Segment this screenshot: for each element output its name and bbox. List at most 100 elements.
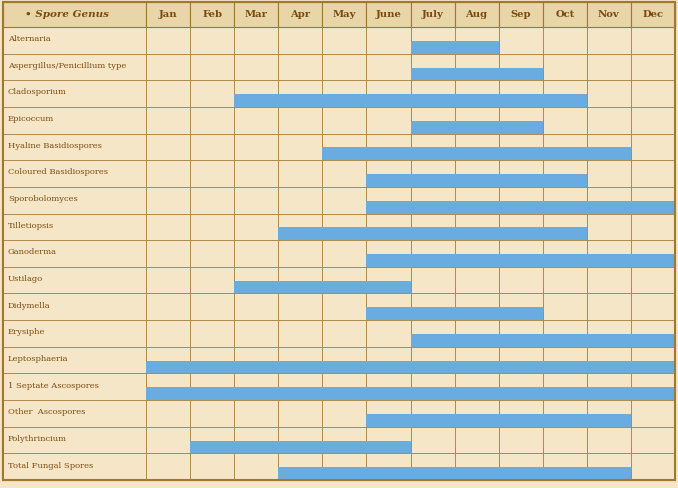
Bar [3,427,146,453]
Bar [410,374,454,400]
Bar [543,321,587,347]
Bar [498,122,543,134]
Bar [234,427,278,453]
Bar [234,108,278,134]
Bar [543,28,587,55]
Bar [410,148,454,161]
Bar [278,28,322,55]
Bar [234,294,278,321]
Bar [3,267,146,294]
Bar [146,161,190,187]
Bar [631,81,675,108]
Bar [278,161,322,187]
Bar [190,81,234,108]
Bar [454,202,498,214]
Bar [631,334,675,347]
Bar [234,95,278,108]
Bar [190,427,234,453]
Bar [410,347,454,374]
Bar [410,414,454,427]
Bar [322,267,366,294]
Bar [146,3,190,28]
Bar [543,175,587,187]
Bar [190,267,234,294]
Bar [322,95,366,108]
Bar [366,228,410,241]
Bar [498,108,543,134]
Bar [454,214,498,241]
Bar [366,414,410,427]
Bar [587,134,631,161]
Bar [587,267,631,294]
Bar [410,3,454,28]
Text: June: June [376,10,401,20]
Bar [234,400,278,427]
Bar [454,148,498,161]
Bar [543,255,587,267]
Bar [631,294,675,321]
Bar [366,255,410,267]
Bar [498,427,543,453]
Bar [410,95,454,108]
Bar [234,134,278,161]
Bar [366,467,410,480]
Bar [146,134,190,161]
Bar [146,361,190,374]
Bar [234,3,278,28]
Bar [410,400,454,427]
Bar [146,55,190,81]
Bar [543,187,587,214]
Bar [278,187,322,214]
Bar [631,361,675,374]
Bar [366,95,410,108]
Bar [278,134,322,161]
Bar [190,453,234,480]
Bar [454,387,498,400]
Bar [410,68,454,81]
Bar [498,294,543,321]
Bar [278,294,322,321]
Bar [410,453,454,480]
Bar [146,321,190,347]
Bar [410,334,454,347]
Bar [366,148,410,161]
Text: Sporobolomyces: Sporobolomyces [8,195,78,203]
Bar [3,3,146,28]
Bar [587,3,631,28]
Bar [410,55,454,81]
Bar [366,294,410,321]
Bar [498,68,543,81]
Bar [498,387,543,400]
Bar [3,374,146,400]
Bar [454,108,498,134]
Bar [410,28,454,55]
Bar [498,28,543,55]
Bar [587,361,631,374]
Text: Sep: Sep [511,10,531,20]
Bar [322,3,366,28]
Bar [278,228,322,241]
Bar [322,134,366,161]
Bar [410,427,454,453]
Bar [587,374,631,400]
Text: Total Fungal Spores: Total Fungal Spores [8,461,94,468]
Bar [366,161,410,187]
Bar [234,321,278,347]
Bar [366,28,410,55]
Bar [454,334,498,347]
Bar [454,241,498,267]
Bar [146,28,190,55]
Bar [498,414,543,427]
Bar [631,255,675,267]
Bar [190,214,234,241]
Bar [454,308,498,321]
Bar [366,347,410,374]
Text: Ustilago: Ustilago [8,274,43,283]
Bar [278,467,322,480]
Bar [3,347,146,374]
Text: Epicoccum: Epicoccum [8,115,54,123]
Bar [454,187,498,214]
Bar [631,202,675,214]
Bar [322,108,366,134]
Bar [410,267,454,294]
